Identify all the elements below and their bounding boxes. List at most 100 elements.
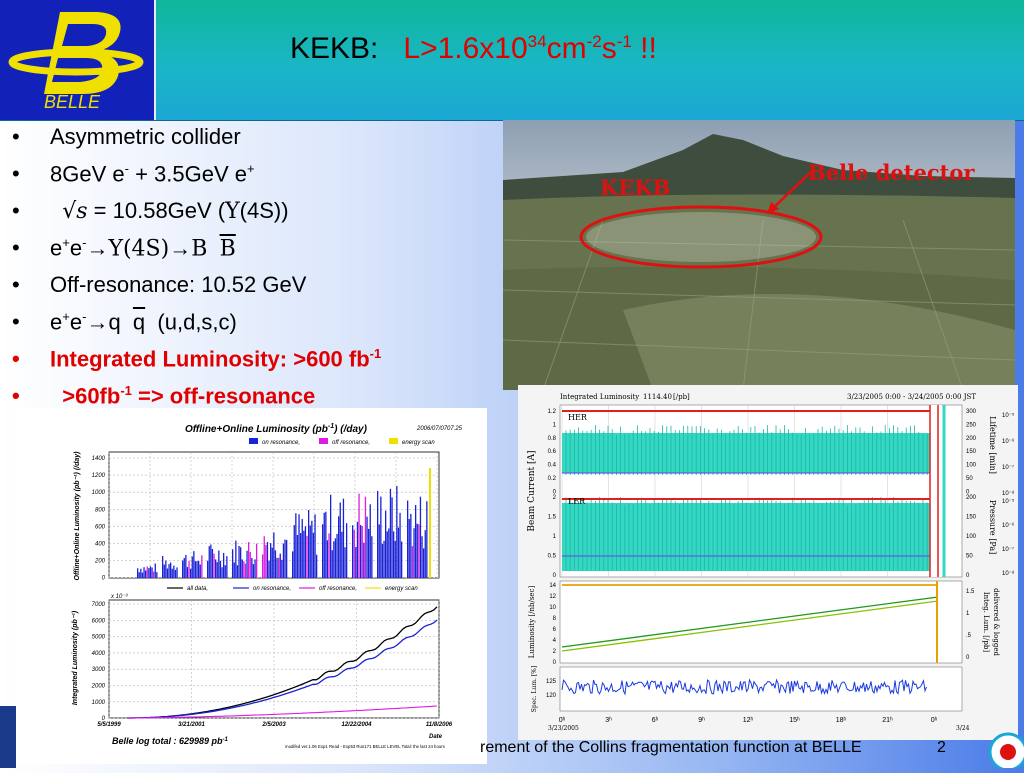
svg-text:Pressure [Pa]: Pressure [Pa]	[988, 500, 997, 554]
y-tick-label: 100	[966, 463, 977, 469]
bullet-item: • Off-resonance: 10.52 GeV	[12, 272, 307, 297]
lumi-bottom-ylabel: Integrated Luminosity (pb⁻¹)	[72, 610, 79, 705]
legend-label: off resonance,	[332, 440, 370, 446]
belle-logo: BELLE	[0, 0, 156, 120]
corner-logo-left	[0, 706, 16, 768]
x-tick-label: 6ʰ	[652, 717, 659, 724]
y-tick-label: 300	[966, 409, 977, 415]
y-tick-label: 10⁻⁷	[1002, 464, 1014, 471]
y-tick-label: 14	[549, 583, 556, 589]
legend-label: off resonance,	[319, 586, 357, 592]
y-tick-label: 0	[966, 573, 970, 579]
y-tick-label: 10⁻⁶	[1002, 522, 1015, 529]
legend-swatch	[319, 438, 328, 444]
y-tick-label: 800	[95, 507, 106, 513]
kekb-ring-highlight	[579, 205, 823, 269]
y-tick-label: 50	[966, 476, 973, 482]
y-tick-label: 0.8	[548, 436, 557, 442]
y-tick-label: 150	[966, 515, 977, 521]
spec-lum-plot-frame	[559, 666, 963, 712]
corner-logo-right	[978, 722, 1024, 772]
page-number: 2	[937, 739, 946, 756]
y-tick-label: 0	[102, 716, 106, 722]
luminosity-plot-frame	[559, 580, 963, 664]
y-tick-label: 10⁻⁵	[1002, 498, 1015, 505]
y-tick-label: 125	[546, 679, 557, 685]
lumi-footnote: modifed ver.1.06 Exp1 Read - Exp53 Run17…	[285, 744, 445, 749]
y-tick-label: .5	[966, 633, 972, 639]
y-tick-label: 0.5	[548, 554, 557, 560]
y-tick-label: 4000	[92, 651, 106, 657]
belle-logo-icon: BELLE	[8, 12, 144, 112]
y-tick-label: 1.2	[548, 409, 557, 415]
svg-text:3/23/2005: 3/23/2005	[548, 725, 579, 732]
x-tick-label: 2/5/2003	[261, 722, 286, 728]
legend-label: energy scan	[385, 586, 418, 592]
belle-pointer-arrow	[770, 169, 814, 211]
y-tick-label: 200	[966, 436, 977, 442]
integrated-all-data-line	[127, 606, 438, 719]
y-tick-label: 200	[966, 495, 977, 501]
legend-label: all data,	[187, 586, 208, 592]
y-tick-label: 6000	[92, 618, 106, 624]
y-tick-label: 1000	[92, 700, 106, 706]
y-tick-label: 5000	[92, 635, 106, 641]
institution-logo-icon	[988, 732, 1024, 772]
lumi-top-ylabel: Offline+Online Luminosity (pb⁻¹) (/day)	[74, 451, 81, 581]
y-tick-label: 200	[94, 559, 106, 565]
y-tick-label: 4	[553, 638, 557, 644]
y-tick-label: 100	[966, 534, 977, 540]
bullet-item: • e+e-→q q (u,d,s,c)	[12, 309, 237, 335]
kekb-aerial-photo: KEKB Belle detector	[503, 120, 1015, 390]
y-tick-label: 50	[966, 554, 973, 560]
lumi-chart-title: Offline+Online Luminosity (pb-1) (/day)	[185, 423, 368, 435]
footer-title: rement of the Collins fragmentation func…	[480, 739, 862, 756]
x-tick-label: 15ʰ	[789, 717, 800, 724]
bullet-list: • Asymmetric collider • 8GeV e- + 3.5GeV e…	[0, 124, 500, 420]
x-tick-label: 3/21/2001	[178, 722, 205, 728]
x-tick-label: 21ʰ	[882, 717, 893, 724]
y-tick-label: 1200	[92, 473, 106, 479]
y-tick-label: 10	[549, 605, 556, 611]
svg-text:Integrated Luminosity: Integrated Luminosity	[560, 393, 639, 401]
integrated-off-resonance-line	[127, 705, 438, 719]
y-tick-label: 3000	[92, 667, 106, 673]
y-tick-label: 2	[553, 649, 557, 655]
lumi-legend-bottom: all data, on resonance, off resonance, ener…	[167, 586, 418, 592]
y-tick-label: 0	[553, 660, 557, 666]
svg-text:x 10⁻³: x 10⁻³	[110, 594, 129, 600]
bullet-item: • 8GeV e- + 3.5GeV e+	[12, 161, 255, 187]
luminosity-ylabel: Luminosity [/nb/sec]	[528, 586, 536, 659]
y-tick-label: 10⁻⁵	[1002, 412, 1015, 419]
y-tick-label: 150	[966, 449, 977, 455]
y-tick-label: 10⁻⁶	[1002, 438, 1015, 445]
y-tick-label: 600	[95, 524, 106, 530]
svg-text:Lifetime [min]: Lifetime [min]	[988, 416, 997, 474]
legend-label: energy scan	[402, 440, 435, 446]
integrated-on-resonance-line	[127, 619, 438, 719]
legend-swatch	[389, 438, 398, 444]
kekb-label: KEKB	[600, 175, 671, 200]
y-tick-label: 0	[553, 573, 557, 579]
y-tick-label: 1	[966, 611, 970, 617]
svg-text:3/24: 3/24	[956, 725, 970, 732]
her-label: HER	[568, 413, 588, 422]
x-tick-label: 18ʰ	[836, 717, 847, 724]
x-tick-label: 11/8/2006	[426, 722, 453, 728]
spec-lum-ylabel: Spec. Lum. [%]	[531, 666, 538, 712]
legend-swatch	[249, 438, 258, 444]
kekb-monitor-panel: Integrated Luminosity 1114.40 [/pb] 3/23…	[518, 385, 1018, 740]
y-tick-label: 1	[553, 422, 557, 428]
belle-detector-label: Belle detector	[808, 160, 975, 185]
x-tick-label: 3ʰ	[605, 717, 612, 724]
y-tick-label: 6	[553, 627, 557, 633]
svg-text:Integ. Lum. [/pb]: Integ. Lum. [/pb]	[982, 592, 990, 652]
aerial-landscape	[503, 120, 1015, 390]
y-tick-label: 250	[966, 422, 977, 428]
bullet-item: • e+e-→Υ(4S)→B B	[12, 235, 236, 262]
y-tick-label: 10⁻⁸	[1002, 570, 1015, 577]
y-tick-label: 0.4	[548, 463, 557, 469]
y-tick-label: 120	[546, 693, 557, 699]
y-tick-label: 7000	[92, 602, 106, 608]
luminosity-chart: Offline+Online Luminosity (pb-1) (/day) …	[72, 423, 463, 749]
